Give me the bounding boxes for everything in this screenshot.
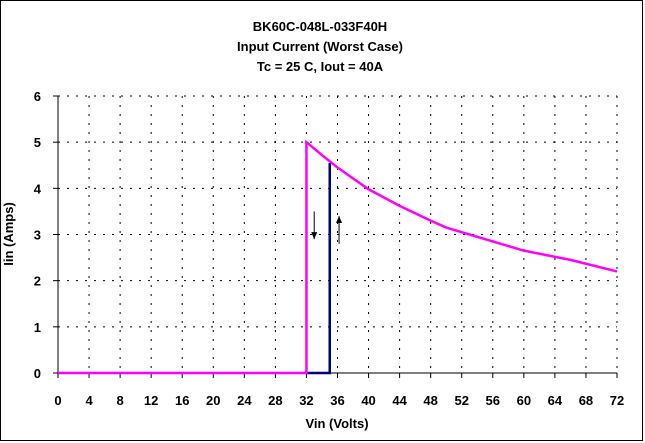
x-tick-label: 4 [85, 393, 93, 408]
series-group [58, 139, 618, 375]
series-line-1 [306, 162, 331, 375]
arrow-up-head [336, 216, 343, 224]
x-axis-label: Vin (Volts) [305, 416, 368, 431]
chart-title-line-1: BK60C-048L-033F40H [253, 19, 387, 34]
y-tick-label: 3 [34, 228, 41, 243]
x-tick-label: 68 [579, 393, 593, 408]
y-tick-label: 6 [34, 89, 41, 104]
x-tick-label: 64 [548, 393, 563, 408]
x-tick-label: 28 [268, 393, 282, 408]
x-tick-label: 32 [299, 393, 313, 408]
chart-title-line-2: Input Current (Worst Case) [237, 39, 403, 54]
x-tick-label: 8 [116, 393, 123, 408]
arrow-down-head [311, 232, 318, 240]
y-tick-labels: 0 1 2 3 4 5 6 [34, 89, 42, 381]
chart-title-line-3: Tc = 25 C, Iout = 40A [257, 59, 384, 74]
x-tick-label: 12 [144, 393, 158, 408]
y-tick-label: 4 [34, 181, 42, 196]
x-tick-label: 20 [206, 393, 220, 408]
x-tick-label: 52 [454, 393, 468, 408]
y-tick-label: 1 [34, 320, 41, 335]
annotations [311, 211, 343, 244]
x-tick-label: 48 [423, 393, 437, 408]
x-tick-label: 56 [486, 393, 500, 408]
x-tick-label: 16 [175, 393, 189, 408]
x-tick-label: 60 [517, 393, 531, 408]
y-tick-label: 0 [34, 366, 41, 381]
x-tick-label: 72 [610, 393, 624, 408]
x-tick-label: 0 [54, 393, 61, 408]
y-tick-label: 5 [34, 135, 41, 150]
chart-title: BK60C-048L-033F40H Input Current (Worst … [237, 19, 403, 74]
y-tick-label: 2 [34, 274, 41, 289]
series-line-0 [58, 139, 618, 375]
axes [53, 95, 618, 378]
x-tick-label: 36 [330, 393, 344, 408]
grid [58, 95, 618, 373]
x-tick-labels: 0 4 8 12 16 20 24 28 32 36 40 44 48 52 56 60 64 68 72 [54, 393, 624, 408]
x-tick-label: 24 [237, 393, 252, 408]
x-tick-label: 40 [361, 393, 375, 408]
x-tick-label: 44 [392, 393, 407, 408]
y-axis-label: Iin (Amps) [1, 202, 16, 266]
